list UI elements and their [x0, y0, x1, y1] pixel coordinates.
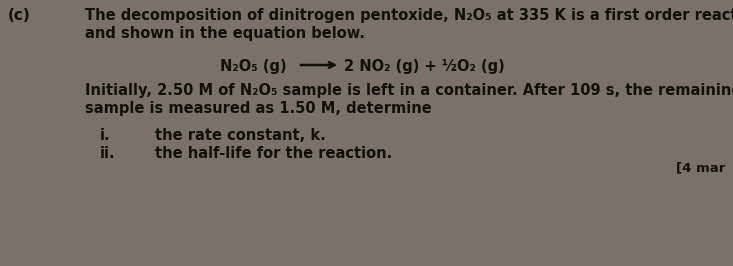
- Text: sample is measured as 1.50 M, determine: sample is measured as 1.50 M, determine: [85, 101, 432, 116]
- Text: i.: i.: [100, 128, 111, 143]
- Text: 2 NO₂ (g) + ½O₂ (g): 2 NO₂ (g) + ½O₂ (g): [344, 59, 505, 74]
- Text: The decomposition of dinitrogen pentoxide, N₂O₅ at 335 K is a first order reacti: The decomposition of dinitrogen pentoxid…: [85, 8, 733, 23]
- Text: (c): (c): [8, 8, 31, 23]
- Text: and shown in the equation below.: and shown in the equation below.: [85, 26, 365, 41]
- Text: ii.: ii.: [100, 146, 116, 161]
- Text: Initially, 2.50 M of N₂O₅ sample is left in a container. After 109 s, the remain: Initially, 2.50 M of N₂O₅ sample is left…: [85, 83, 733, 98]
- Text: N₂O₅ (g): N₂O₅ (g): [220, 59, 287, 74]
- Text: the rate constant, k.: the rate constant, k.: [155, 128, 325, 143]
- Text: [4 mar: [4 mar: [676, 161, 725, 174]
- Text: the half-life for the reaction.: the half-life for the reaction.: [155, 146, 392, 161]
